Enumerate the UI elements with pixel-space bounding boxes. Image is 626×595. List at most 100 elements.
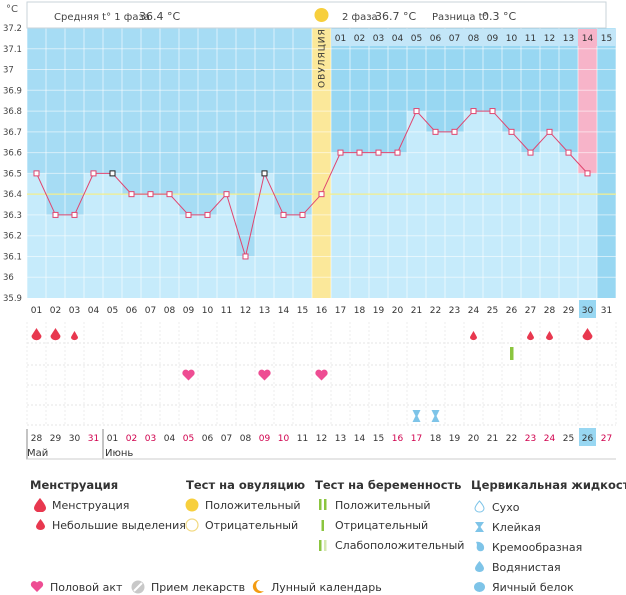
y-tick-label: 36.2 — [3, 232, 22, 242]
phase2-day-cell — [350, 29, 369, 46]
cycle-day-label: 11 — [221, 306, 232, 316]
cycle-day-label: 25 — [487, 306, 498, 316]
temperature-point — [71, 211, 78, 218]
calendar-date-label: 08 — [240, 434, 252, 444]
cervical-sticky-icon — [475, 522, 484, 532]
legend-pregnancy-test-title: Тест на беременность — [315, 478, 462, 492]
temperature-bar — [559, 152, 578, 298]
calendar-date-label: 15 — [373, 434, 384, 444]
temperature-bar — [160, 194, 179, 298]
pregnancy-weak-icon — [319, 540, 327, 551]
cycle-day-label: 04 — [88, 306, 100, 316]
temperature-point — [185, 211, 192, 218]
cycle-day-label: 05 — [107, 306, 118, 316]
phase2-day-label: 07 — [449, 34, 460, 44]
phase2-day-cell — [445, 29, 464, 46]
legend-cervical-dry-label: Сухо — [492, 501, 520, 514]
menstruation-drop-icon — [582, 328, 593, 341]
temperature-bar — [217, 194, 236, 298]
cycle-day-label: 01 — [31, 306, 42, 316]
legend-medication-label: Прием лекарств — [151, 581, 246, 594]
y-tick-label: 36 — [3, 273, 14, 283]
y-tick-label: 35.9 — [3, 294, 22, 304]
temperature-point — [470, 108, 477, 115]
calendar-date-label: 04 — [164, 434, 176, 444]
legend-menstruation-label: Менструация — [52, 499, 130, 512]
legend-pregnancy-positive-label: Положительный — [335, 499, 431, 512]
cycle-day-label: 20 — [392, 306, 404, 316]
legend-cervical-sticky-label: Клейкая — [492, 521, 541, 534]
calendar-date-label: 01 — [107, 434, 118, 444]
cycle-day-label: 14 — [278, 306, 290, 316]
cycle-day-label: 17 — [335, 306, 346, 316]
ovulation-negative-icon — [185, 518, 199, 532]
calendar-date-label: 12 — [316, 434, 327, 444]
pregnancy-test-icon — [510, 347, 514, 360]
phase2-day-cell — [426, 29, 445, 46]
phase2-day-label: 13 — [563, 34, 574, 44]
calendar-date-label: 16 — [392, 434, 404, 444]
calendar-date-label: 30 — [69, 434, 81, 444]
cycle-day-label: 19 — [373, 306, 385, 316]
temperature-point — [375, 149, 382, 156]
calendar-date-label: 31 — [88, 434, 99, 444]
month-name: Июнь — [105, 448, 133, 459]
temperature-point — [451, 128, 458, 135]
temperature-point — [33, 170, 40, 177]
phase2-day-label: 08 — [468, 34, 480, 44]
y-tick-label: 36.6 — [3, 149, 22, 159]
heart-icon — [315, 369, 328, 381]
cycle-day-label: 27 — [525, 306, 536, 316]
cervical-eggwhite-icon — [474, 582, 485, 592]
cycle-day-label: 26 — [506, 306, 518, 316]
moon-icon — [252, 579, 264, 593]
temperature-point — [242, 253, 249, 260]
temperature-point — [299, 211, 306, 218]
temperature-bar — [141, 194, 160, 298]
phase2-label: 2 фаза — [342, 12, 378, 23]
menstruation-drop-icon — [71, 331, 78, 341]
today-column — [578, 46, 597, 174]
legend-cervical-watery-label: Водянистая — [492, 561, 561, 574]
phase2-day-cell — [331, 29, 350, 46]
calendar-date-label: 26 — [582, 434, 594, 444]
cycle-day-label: 21 — [411, 306, 422, 316]
temperature-bar — [122, 194, 141, 298]
phase2-day-label: 03 — [373, 34, 384, 44]
y-tick-label: 36.4 — [3, 190, 22, 200]
temperature-bar — [350, 152, 369, 298]
phase1-value: 36.4 °C — [139, 10, 180, 23]
menstruation-drop-icon — [31, 328, 42, 341]
phase2-day-cell — [464, 29, 483, 46]
calendar-date-label: 18 — [430, 434, 442, 444]
cycle-day-label: 10 — [202, 306, 214, 316]
calendar-date-label: 29 — [50, 434, 62, 444]
menstruation-drop-icon — [50, 328, 61, 341]
phase2-day-label: 10 — [506, 34, 518, 44]
temperature-point — [261, 170, 268, 177]
menstruation-drop-icon — [546, 331, 553, 341]
y-tick-label: 36.7 — [3, 128, 22, 138]
temperature-bar — [483, 111, 502, 298]
phase2-day-label: 04 — [392, 34, 404, 44]
diff-value: 0.3 °C — [482, 10, 516, 23]
cycle-day-label: 29 — [563, 306, 575, 316]
pregnancy-positive-icon — [319, 499, 327, 510]
temperature-point — [565, 149, 572, 156]
y-tick-label: 37.2 — [3, 24, 22, 34]
cycle-day-label: 03 — [69, 306, 80, 316]
calendar-date-label: 07 — [221, 434, 232, 444]
phase2-day-cell — [388, 29, 407, 46]
calendar-date-label: 22 — [506, 434, 517, 444]
calendar-date-label: 28 — [31, 434, 43, 444]
temperature-point — [223, 191, 230, 198]
calendar-date-label: 05 — [183, 434, 194, 444]
calendar-date-label: 14 — [354, 434, 366, 444]
y-axis-unit: °C — [6, 4, 18, 15]
cycle-day-label: 18 — [354, 306, 366, 316]
pregnancy-negative-icon — [321, 520, 324, 531]
phase2-day-label: 15 — [601, 34, 612, 44]
legend-spotting-label: Небольшие выделения — [52, 519, 186, 532]
ovulation-column — [312, 2, 331, 298]
